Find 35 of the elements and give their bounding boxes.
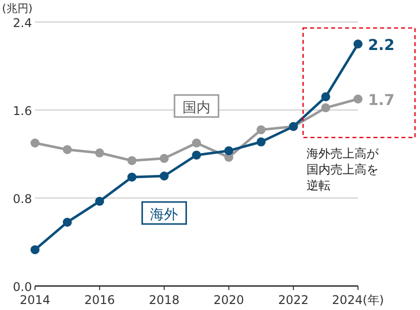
point xyxy=(30,245,40,254)
y-tick-label: 1.6 xyxy=(12,104,32,118)
point xyxy=(127,172,136,182)
y-axis-title: (兆円) xyxy=(2,2,33,15)
point xyxy=(62,218,72,227)
point xyxy=(160,154,169,163)
x-tick-label: 2018 xyxy=(148,293,180,307)
point xyxy=(30,138,40,148)
point xyxy=(192,138,201,148)
x-tick-label: 2016 xyxy=(84,293,115,307)
point xyxy=(192,150,201,160)
x-tick-label: 2014 xyxy=(20,293,50,307)
text: 海外 xyxy=(150,207,178,223)
point xyxy=(256,137,266,146)
data-label: 2.2 xyxy=(368,36,395,54)
y-tick-label: 2.4 xyxy=(12,16,32,30)
point xyxy=(160,172,169,180)
point xyxy=(321,92,330,102)
point xyxy=(354,40,362,48)
x-tick-label: 2024(年) xyxy=(332,293,384,307)
point xyxy=(354,94,362,104)
series-label: 国内 xyxy=(182,100,210,116)
point xyxy=(62,145,72,154)
x-tick-label: 2022 xyxy=(278,293,309,307)
annotation: 海外売上高が国内売上高を逆転 xyxy=(306,146,380,192)
y-tick-label: 0.8 xyxy=(12,192,32,206)
point xyxy=(256,125,266,134)
point xyxy=(321,103,330,112)
point xyxy=(95,148,104,158)
point xyxy=(95,196,104,206)
x-tick-label: 2020 xyxy=(214,293,244,307)
point xyxy=(224,146,234,156)
point xyxy=(127,156,136,166)
y-tick-label: 0.0 xyxy=(12,280,32,294)
data-label: 1.7 xyxy=(368,91,395,109)
